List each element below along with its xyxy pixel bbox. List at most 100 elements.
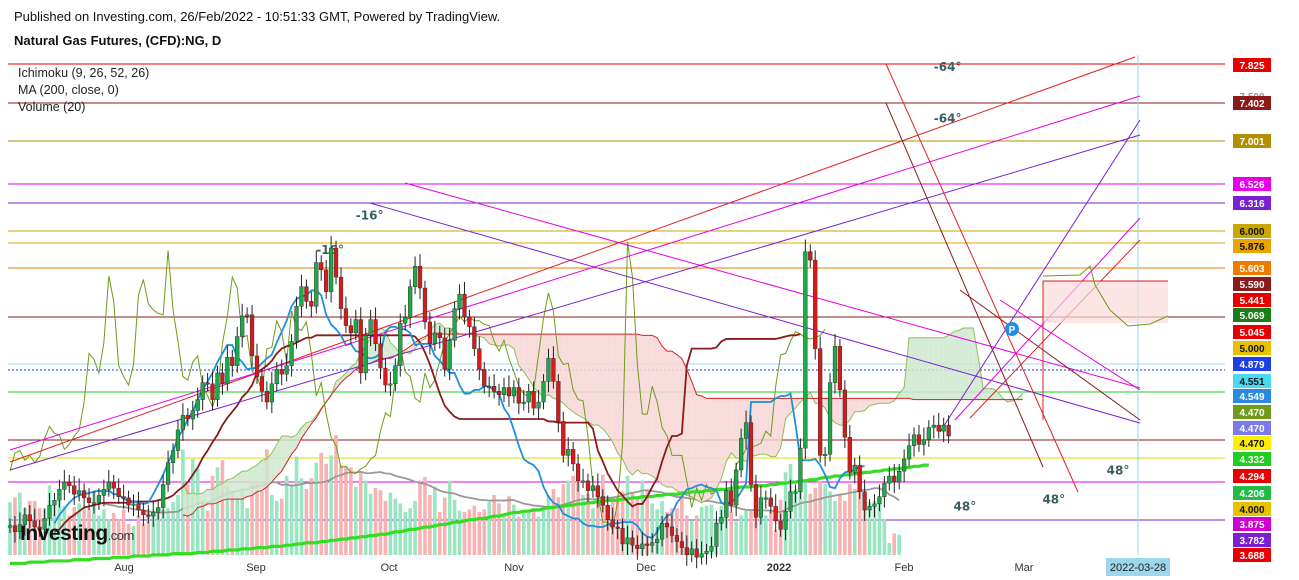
candle-body <box>457 293 462 309</box>
volume-bar <box>887 543 892 555</box>
cloud-segment <box>834 398 840 426</box>
volume-bar <box>67 515 72 555</box>
candle-body <box>269 383 274 403</box>
cloud-segment <box>494 334 500 347</box>
volume-bar <box>265 449 269 555</box>
candle-body <box>358 319 363 374</box>
volume-bar <box>497 503 501 555</box>
candle-body <box>116 487 121 497</box>
cloud-segment <box>933 337 939 400</box>
candle-body <box>561 421 566 456</box>
cloud-segment <box>637 334 643 474</box>
price-label-box <box>1233 421 1271 435</box>
volume-bar <box>82 509 86 555</box>
candle-body <box>916 434 922 445</box>
volume-bar <box>546 495 551 555</box>
candle-body <box>580 480 586 483</box>
candle-body <box>635 544 640 550</box>
cloud-segment <box>909 337 915 400</box>
volume-bar <box>551 489 556 555</box>
volume-bar <box>270 495 274 555</box>
volume-bar <box>77 503 81 555</box>
candle-body <box>185 415 190 420</box>
candle-body <box>585 480 591 491</box>
cloud-segment <box>499 334 504 347</box>
candle-body <box>640 543 645 550</box>
candle-body <box>106 481 111 490</box>
candle-body <box>823 453 828 456</box>
candle-body <box>576 463 581 482</box>
price-label: 4.000 <box>1239 505 1264 516</box>
cloud-segment <box>632 334 638 475</box>
volume-bar <box>704 505 709 555</box>
candle-body <box>551 358 556 382</box>
candle-body <box>936 424 941 432</box>
volume-bar <box>813 487 818 555</box>
volume-bar <box>507 496 511 555</box>
cloud-segment <box>513 334 519 366</box>
cloud-segment <box>760 398 766 455</box>
candle-body <box>12 525 18 533</box>
volume-bar <box>111 513 116 555</box>
candle-body <box>482 369 487 387</box>
volume-bar <box>857 483 862 555</box>
candle-body <box>86 497 92 503</box>
volume-bar <box>398 503 403 555</box>
cloud-segment <box>434 323 440 335</box>
volume-bar <box>477 511 482 555</box>
volume-bar <box>349 467 353 555</box>
volume-bar <box>852 489 857 555</box>
candle-body <box>249 314 255 357</box>
candle-body <box>91 502 97 505</box>
candle-body <box>378 343 383 369</box>
volume-bar <box>517 516 521 555</box>
volume-bar <box>773 529 778 555</box>
cloud-segment <box>884 398 890 404</box>
price-label-box <box>1233 96 1271 110</box>
cloud-segment <box>869 398 875 406</box>
volume-bar <box>502 514 506 555</box>
volume-bar <box>230 492 235 555</box>
cloud-segment <box>691 381 697 501</box>
candle-body <box>729 490 734 506</box>
cloud-segment <box>889 398 895 404</box>
candle-body <box>630 537 635 546</box>
candle-body <box>462 293 467 318</box>
candle-body <box>590 485 596 491</box>
volume-bar <box>447 480 452 555</box>
volume-bar <box>581 495 585 555</box>
candle-body <box>52 500 57 506</box>
candle-body <box>492 386 497 392</box>
candle-body <box>175 429 181 451</box>
trend-line <box>885 63 1079 493</box>
volume-bar <box>833 501 837 555</box>
cloud-segment <box>276 435 282 477</box>
volume-bar <box>87 509 91 555</box>
cloud-segment <box>242 471 248 500</box>
volume-bar <box>848 484 852 555</box>
cloud-segment <box>958 328 964 400</box>
cloud-segment <box>671 351 677 491</box>
candle-body <box>615 526 620 529</box>
angle-label: -64° <box>934 111 962 125</box>
price-label-box <box>1233 277 1271 291</box>
volume-bar <box>531 508 536 555</box>
cloud-segment <box>385 330 391 359</box>
volume-bar <box>344 466 348 555</box>
cloud-segment <box>281 435 287 472</box>
volume-bar <box>729 511 734 555</box>
price-label-box <box>1233 58 1271 72</box>
trend-line <box>369 202 1141 424</box>
candle-body <box>47 504 52 519</box>
candle-body <box>373 319 378 345</box>
candle-body <box>284 365 289 375</box>
price-label-box <box>1233 325 1271 339</box>
trend-drawings: -64°-64°-16°-16°48°48°48° <box>9 56 1169 514</box>
price-label-box <box>1233 134 1271 148</box>
cloud-segment <box>770 398 776 457</box>
volume-bar <box>576 478 580 555</box>
candle-body <box>417 265 423 289</box>
candle-body <box>412 265 418 287</box>
trend-line <box>959 289 1141 421</box>
